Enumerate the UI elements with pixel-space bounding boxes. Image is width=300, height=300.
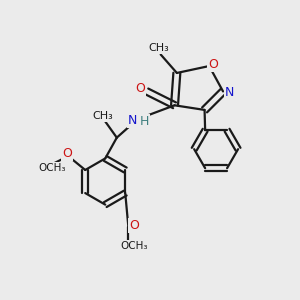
Text: N: N bbox=[225, 86, 234, 99]
Text: O: O bbox=[129, 219, 139, 232]
Text: CH₃: CH₃ bbox=[93, 111, 113, 121]
Text: OCH₃: OCH₃ bbox=[120, 241, 148, 251]
Text: CH₃: CH₃ bbox=[148, 43, 169, 53]
Text: O: O bbox=[208, 58, 218, 71]
Text: N: N bbox=[128, 114, 137, 127]
Text: OCH₃: OCH₃ bbox=[38, 163, 65, 173]
Text: O: O bbox=[62, 147, 72, 160]
Text: H: H bbox=[140, 115, 149, 128]
Text: O: O bbox=[135, 82, 145, 95]
